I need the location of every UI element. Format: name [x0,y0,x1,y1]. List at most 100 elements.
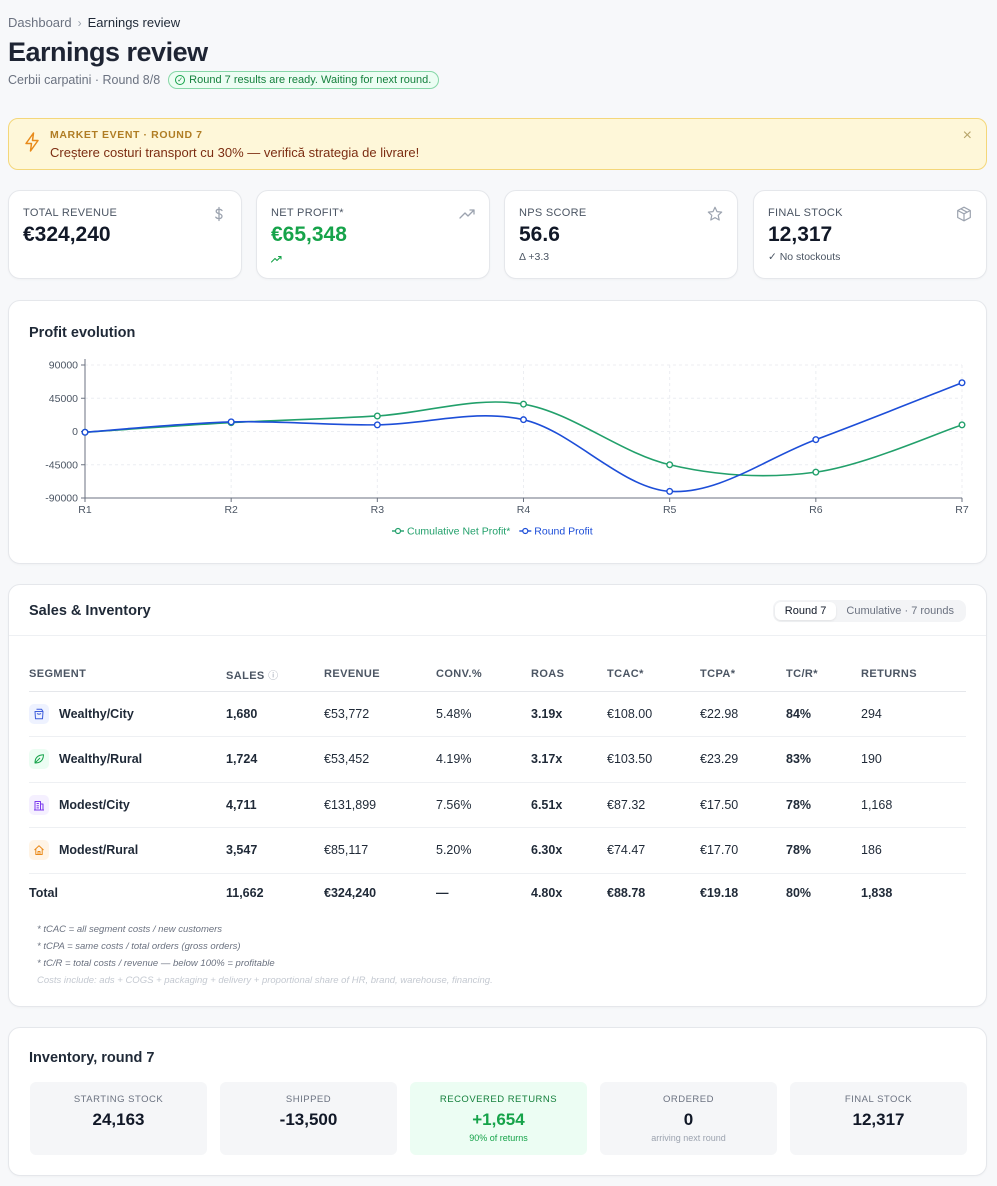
toggle-cumulative[interactable]: Cumulative · 7 rounds [846,605,954,617]
cell-tcac: €103.50 [607,736,700,783]
market-event-alert: MARKET EVENT · ROUND 7 Creștere costuri … [8,118,987,170]
kpi-net-profit: NET PROFIT* €65,348 [256,190,490,279]
building-icon [29,794,49,815]
total-tcpa: €19.18 [700,886,739,901]
col-header: CONV.% [436,657,531,692]
chart-xtick-label: R6 [809,504,823,516]
inventory-title: Inventory, round 7 [29,1050,155,1066]
chart-ytick-label: 90000 [49,360,78,372]
cell-sales: 1,724 [226,736,324,783]
check-circle-icon: ✓ [175,75,186,85]
house-icon [29,840,49,861]
sales-title: Sales & Inventory [29,603,151,619]
cell-tcr: 78% [786,782,861,828]
cell-conv: 5.48% [436,691,531,737]
footnote-costs: Costs include: ads + COGS + packaging + … [37,975,493,986]
total-label: Total [29,886,58,901]
chart-point [666,461,674,469]
leaf-icon [29,749,49,770]
cell-revenue: €131,899 [324,782,436,828]
chart-xtick-label: R4 [517,504,531,516]
lightning-icon [25,132,39,152]
status-badge: ✓ Round 7 results are ready. Waiting for… [168,71,440,89]
period-toggle: Round 7 Cumulative · 7 rounds [772,600,966,622]
cell-tcpa: €22.98 [700,691,786,737]
alert-message: Creștere costuri transport cu 30% — veri… [50,145,420,160]
segment-name: Modest/Rural [59,843,139,858]
kpi-value: 56.6 [519,223,560,246]
chart-point [373,421,381,429]
inventory-card: Inventory, round 7 STARTING STOCK 24,163… [8,1027,987,1176]
footnote: * tCPA = same costs / total orders (gros… [37,941,241,952]
cell-returns: 1,168 [861,782,966,828]
cell-tcpa: €17.70 [700,827,786,874]
col-header: ROAS [531,657,607,692]
total-revenue: €324,240 [324,886,377,901]
chart-legend-label: Cumulative Net Profit* [407,526,510,538]
trend-up-small-icon [271,255,282,263]
cell-conv: 5.20% [436,827,531,874]
info-icon[interactable]: ⓘ [268,670,279,682]
total-tcr: 80% [786,886,812,901]
status-text: Round 7 results are ready. Waiting for n… [189,74,432,86]
inventory-label: ORDERED [662,1094,714,1105]
profit-evolution-card: Profit evolution 90000 45000 0 -45000 -90000… [8,300,987,564]
inventory-shipped: SHIPPED -13,500 [220,1082,397,1155]
cell-tcpa: €17.50 [700,782,786,828]
total-tcac: €88.78 [607,886,646,901]
kpi-label: NPS SCORE [519,207,587,219]
cell-conv: 4.19% [436,736,531,783]
chart-ytick-label: -90000 [45,493,78,505]
breadcrumb: Dashboard › Earnings review [8,15,180,30]
cell-tcr: 84% [786,691,861,737]
chart-legend-label: Round Profit [534,526,592,538]
dollar-icon [215,206,223,222]
chart-point [812,436,820,444]
segment-name: Wealthy/Rural [59,752,143,767]
chart-ytick-label: -45000 [45,459,78,471]
cell-roas: 6.30x [531,827,607,874]
inventory-final-stock: FINAL STOCK 12,317 [790,1082,967,1155]
col-header: SEGMENT [29,657,226,692]
table-header-row: SEGMENT SALES ⓘ REVENUE CONV.% ROAS TCAC… [29,657,966,692]
table-row: Modest/City 4,711 €131,899 7.56% 6.51x €… [29,782,966,828]
cell-returns: 190 [861,736,966,783]
chart-xtick-label: R5 [663,504,677,516]
cell-tcac: €87.32 [607,782,700,828]
total-roas: 4.80x [531,886,563,901]
inventory-recovered-returns: RECOVERED RETURNS +1,654 90% of returns [410,1082,587,1155]
segments-table: SEGMENT SALES ⓘ REVENUE CONV.% ROAS TCAC… [29,657,966,913]
col-header-sales: SALES ⓘ [226,657,324,692]
chart-title: Profit evolution [29,325,136,341]
cell-returns: 186 [861,827,966,874]
breadcrumb-separator: › [77,15,82,30]
inventory-label: STARTING STOCK [73,1094,164,1105]
star-icon [707,206,723,221]
cell-tcpa: €23.29 [700,736,786,783]
chart-point [958,379,966,387]
cell-conv: 7.56% [436,782,531,828]
cell-revenue: €53,452 [324,736,436,783]
inventory-value: 0 [683,1110,694,1129]
bag-icon [29,703,49,724]
card-divider [9,635,986,636]
col-header: TCAC* [607,657,700,692]
chart-xtick-label: R1 [78,504,92,516]
alert-close-button[interactable]: × [962,127,972,144]
breadcrumb-dashboard-link[interactable]: Dashboard [8,15,72,30]
cell-tcac: €108.00 [607,691,700,737]
cell-revenue: €53,772 [324,691,436,737]
box-icon [957,206,971,222]
cell-sales: 4,711 [226,782,324,828]
chart-point [520,416,528,424]
inventory-value: 24,163 [92,1110,145,1129]
toggle-round[interactable]: Round 7 [774,602,837,620]
inventory-value: 12,317 [852,1110,905,1129]
cell-tcac: €74.47 [607,827,700,874]
inventory-sub: 90% of returns [469,1133,528,1143]
kpi-nps-score: NPS SCORE 56.6 Δ +3.3 [504,190,738,279]
kpi-final-stock: FINAL STOCK 12,317 ✓ No stockouts [753,190,987,279]
kpi-label: TOTAL REVENUE [23,207,118,219]
inventory-label: SHIPPED [285,1094,332,1105]
